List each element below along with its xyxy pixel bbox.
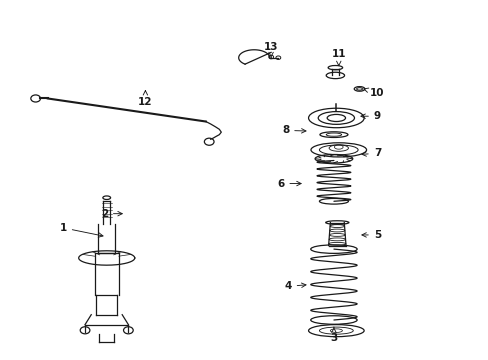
Text: 6: 6: [277, 179, 301, 189]
Text: 3: 3: [329, 327, 337, 343]
Text: 8: 8: [282, 125, 305, 135]
Text: 9: 9: [360, 111, 380, 121]
Text: 10: 10: [363, 88, 384, 98]
Text: 1: 1: [60, 223, 103, 237]
Text: 12: 12: [138, 91, 152, 107]
Text: 2: 2: [101, 209, 122, 219]
Text: 7: 7: [361, 148, 380, 158]
Text: 5: 5: [361, 230, 380, 240]
Text: 4: 4: [284, 281, 305, 291]
Text: 13: 13: [264, 42, 278, 58]
Text: 11: 11: [331, 49, 346, 66]
